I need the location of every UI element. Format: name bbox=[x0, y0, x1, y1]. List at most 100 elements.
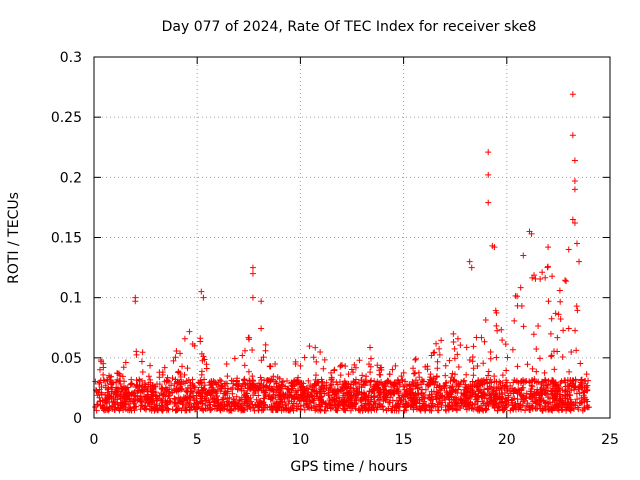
data-point bbox=[520, 323, 527, 330]
data-point bbox=[231, 401, 238, 408]
data-point bbox=[370, 385, 377, 392]
data-point bbox=[572, 327, 579, 334]
data-point bbox=[565, 246, 572, 253]
data-point bbox=[534, 386, 541, 393]
data-point bbox=[298, 380, 305, 387]
data-point bbox=[485, 368, 492, 375]
data-point bbox=[251, 407, 258, 414]
data-point bbox=[583, 383, 590, 390]
data-point bbox=[301, 388, 308, 395]
data-point bbox=[202, 405, 209, 412]
data-point bbox=[574, 396, 581, 403]
data-point bbox=[260, 382, 267, 389]
data-point bbox=[398, 397, 405, 404]
data-point bbox=[497, 396, 504, 403]
data-point bbox=[539, 407, 546, 414]
data-point bbox=[346, 392, 353, 399]
data-point bbox=[306, 343, 313, 350]
data-point bbox=[386, 371, 393, 378]
data-point bbox=[418, 390, 425, 397]
data-point bbox=[171, 380, 178, 387]
data-point bbox=[337, 372, 344, 379]
data-point bbox=[173, 388, 180, 395]
data-point bbox=[154, 397, 161, 404]
data-point bbox=[147, 376, 154, 383]
data-point bbox=[540, 379, 547, 386]
data-point bbox=[566, 368, 573, 375]
data-point bbox=[273, 380, 280, 387]
data-point bbox=[168, 382, 175, 389]
data-point bbox=[410, 382, 417, 389]
data-point bbox=[510, 379, 517, 386]
data-point bbox=[559, 406, 566, 413]
data-point bbox=[179, 363, 186, 370]
data-point bbox=[198, 368, 205, 375]
data-point bbox=[475, 386, 482, 393]
data-point bbox=[487, 392, 494, 399]
data-point bbox=[482, 317, 489, 324]
data-point bbox=[561, 377, 568, 384]
data-point bbox=[130, 390, 137, 397]
data-point bbox=[333, 379, 340, 386]
data-point bbox=[434, 401, 441, 408]
data-point bbox=[128, 380, 135, 387]
data-point bbox=[463, 384, 470, 391]
data-point bbox=[551, 366, 558, 373]
data-point bbox=[451, 401, 458, 408]
data-point bbox=[370, 394, 377, 401]
data-point bbox=[194, 399, 201, 406]
data-point bbox=[438, 385, 445, 392]
data-point bbox=[228, 386, 235, 393]
data-point bbox=[526, 404, 533, 411]
data-point bbox=[93, 387, 100, 394]
data-point bbox=[446, 390, 453, 397]
data-point bbox=[105, 372, 112, 379]
data-point bbox=[319, 378, 326, 385]
data-point bbox=[581, 377, 588, 384]
data-point bbox=[571, 177, 578, 184]
data-point bbox=[201, 382, 208, 389]
data-point bbox=[555, 311, 562, 318]
x-tick-label: 5 bbox=[193, 432, 202, 448]
data-point bbox=[499, 379, 506, 386]
data-point bbox=[341, 378, 348, 385]
data-point bbox=[514, 363, 521, 370]
data-point bbox=[348, 366, 355, 373]
data-point bbox=[108, 381, 115, 388]
data-point bbox=[272, 360, 279, 367]
data-point bbox=[315, 397, 322, 404]
data-point bbox=[109, 384, 116, 391]
data-point bbox=[199, 357, 206, 364]
data-point bbox=[226, 394, 233, 401]
data-point bbox=[517, 284, 524, 291]
data-point bbox=[195, 403, 202, 410]
data-point bbox=[450, 330, 457, 337]
data-point bbox=[139, 349, 146, 356]
data-point bbox=[536, 355, 543, 362]
data-point bbox=[467, 402, 474, 409]
data-point bbox=[491, 244, 498, 251]
data-point bbox=[530, 331, 537, 338]
data-point bbox=[515, 403, 522, 410]
data-point bbox=[571, 157, 578, 164]
y-axis-ticks: 0 0.05 0.1 0.15 0.2 0.25 0.3 bbox=[51, 50, 610, 427]
data-point bbox=[133, 382, 140, 389]
data-point bbox=[576, 390, 583, 397]
data-point bbox=[185, 377, 192, 384]
data-point bbox=[461, 391, 468, 398]
data-point bbox=[493, 393, 500, 400]
data-point bbox=[494, 327, 501, 334]
data-point bbox=[541, 369, 548, 376]
data-point bbox=[343, 397, 350, 404]
data-point bbox=[559, 395, 566, 402]
data-point bbox=[304, 402, 311, 409]
data-point bbox=[116, 370, 123, 377]
data-point bbox=[554, 381, 561, 388]
data-point bbox=[258, 387, 265, 394]
data-point bbox=[353, 390, 360, 397]
data-point bbox=[454, 407, 461, 414]
data-point bbox=[541, 389, 548, 396]
data-point bbox=[563, 407, 570, 414]
data-point bbox=[493, 309, 500, 316]
data-point bbox=[154, 407, 161, 414]
